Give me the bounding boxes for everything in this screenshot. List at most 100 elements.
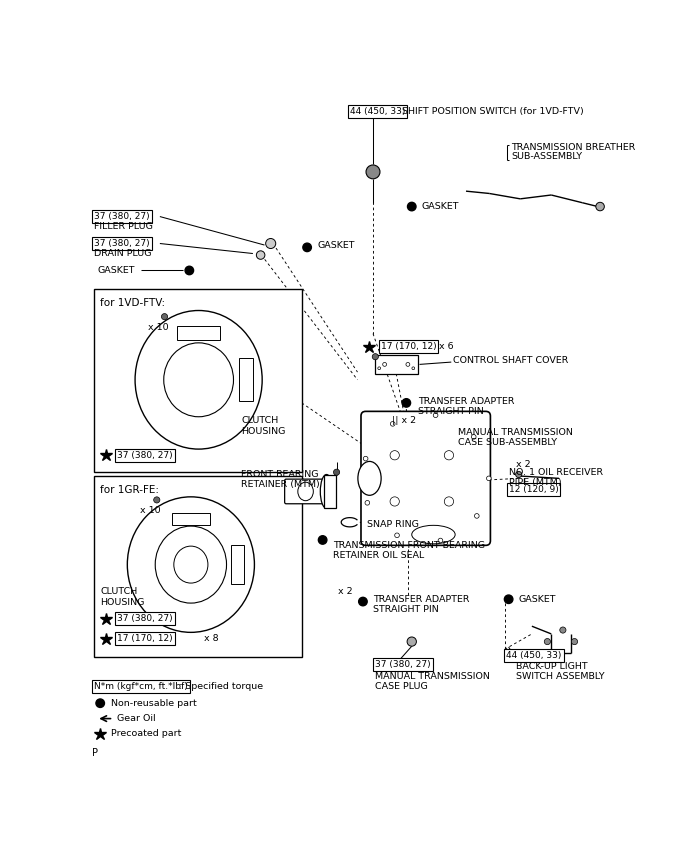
Ellipse shape bbox=[174, 546, 208, 583]
Ellipse shape bbox=[135, 310, 262, 449]
Text: GASKET: GASKET bbox=[519, 595, 556, 604]
Text: x 10: x 10 bbox=[148, 323, 169, 332]
Ellipse shape bbox=[471, 434, 476, 439]
Text: CLUTCH
HOUSING: CLUTCH HOUSING bbox=[100, 587, 145, 607]
Circle shape bbox=[402, 398, 411, 407]
Ellipse shape bbox=[486, 476, 491, 481]
Text: x 10: x 10 bbox=[141, 506, 161, 516]
Text: GASKET: GASKET bbox=[98, 266, 135, 275]
Ellipse shape bbox=[128, 497, 255, 633]
Bar bbox=[231, 545, 244, 584]
Text: P: P bbox=[92, 748, 99, 758]
Text: Gear Oil: Gear Oil bbox=[117, 714, 156, 723]
Text: Precoated part: Precoated part bbox=[111, 729, 181, 739]
Ellipse shape bbox=[155, 526, 226, 603]
Bar bbox=[375, 355, 418, 374]
Ellipse shape bbox=[390, 451, 400, 460]
Bar bbox=[177, 326, 220, 339]
Text: DRAIN PLUG: DRAIN PLUG bbox=[94, 249, 152, 258]
Text: x 2: x 2 bbox=[338, 587, 353, 596]
Circle shape bbox=[359, 598, 367, 606]
Text: x 6: x 6 bbox=[439, 342, 453, 351]
Ellipse shape bbox=[365, 500, 370, 505]
Text: TRANSMISSION BREATHER: TRANSMISSION BREATHER bbox=[511, 143, 635, 151]
Ellipse shape bbox=[433, 413, 438, 417]
Text: SWITCH ASSEMBLY: SWITCH ASSEMBLY bbox=[516, 672, 605, 681]
Ellipse shape bbox=[372, 354, 378, 360]
Text: CASE PLUG: CASE PLUG bbox=[375, 681, 428, 691]
Bar bbox=[94, 289, 302, 472]
Text: FRONT BEARING: FRONT BEARING bbox=[241, 470, 319, 479]
Text: STRAIGHT PIN: STRAIGHT PIN bbox=[373, 604, 439, 614]
Ellipse shape bbox=[406, 363, 410, 366]
Ellipse shape bbox=[257, 251, 265, 259]
Ellipse shape bbox=[391, 422, 395, 426]
Text: RETAINER (MTM): RETAINER (MTM) bbox=[241, 480, 320, 489]
Bar bbox=[94, 476, 302, 657]
Text: PIPE (MTM): PIPE (MTM) bbox=[509, 478, 561, 486]
Ellipse shape bbox=[298, 482, 313, 501]
Text: SNAP RING: SNAP RING bbox=[367, 520, 419, 529]
Circle shape bbox=[185, 266, 194, 274]
Text: GASKET: GASKET bbox=[317, 240, 355, 250]
Text: STRAIGHT PIN: STRAIGHT PIN bbox=[418, 407, 484, 416]
Ellipse shape bbox=[383, 363, 386, 366]
Text: 12 (120, 9): 12 (120, 9) bbox=[509, 486, 558, 494]
Ellipse shape bbox=[154, 497, 160, 503]
Text: 37 (380, 27): 37 (380, 27) bbox=[117, 451, 173, 460]
FancyBboxPatch shape bbox=[285, 479, 328, 504]
Ellipse shape bbox=[444, 497, 453, 506]
Text: BACK-UP LIGHT: BACK-UP LIGHT bbox=[516, 662, 588, 670]
Ellipse shape bbox=[320, 475, 333, 509]
Text: for 1VD-FTV:: for 1VD-FTV: bbox=[100, 298, 166, 308]
Ellipse shape bbox=[358, 462, 381, 495]
Text: x 2: x 2 bbox=[516, 460, 531, 469]
Ellipse shape bbox=[560, 627, 566, 634]
Text: CASE SUB-ASSEMBLY: CASE SUB-ASSEMBLY bbox=[458, 439, 558, 447]
Ellipse shape bbox=[333, 469, 339, 475]
Ellipse shape bbox=[164, 343, 233, 416]
Ellipse shape bbox=[544, 639, 551, 645]
Ellipse shape bbox=[515, 471, 522, 478]
Text: MANUAL TRANSMISSION: MANUAL TRANSMISSION bbox=[375, 672, 490, 681]
Text: for 1GR-FE:: for 1GR-FE: bbox=[100, 485, 159, 495]
Ellipse shape bbox=[366, 165, 380, 179]
Text: TRANSFER ADAPTER: TRANSFER ADAPTER bbox=[373, 595, 469, 604]
Text: Non-reusable part: Non-reusable part bbox=[111, 699, 197, 708]
Ellipse shape bbox=[395, 533, 400, 538]
Text: : Specified torque: : Specified torque bbox=[179, 681, 264, 691]
Circle shape bbox=[318, 536, 327, 544]
Text: 44 (450, 33): 44 (450, 33) bbox=[350, 108, 405, 116]
Ellipse shape bbox=[412, 367, 415, 369]
Text: GASKET: GASKET bbox=[422, 202, 460, 211]
Ellipse shape bbox=[407, 637, 416, 646]
Text: TRANSFER ADAPTER: TRANSFER ADAPTER bbox=[418, 397, 515, 406]
FancyBboxPatch shape bbox=[361, 411, 491, 545]
Ellipse shape bbox=[378, 367, 381, 369]
Circle shape bbox=[303, 243, 311, 251]
Ellipse shape bbox=[266, 239, 276, 249]
Text: TRANSMISSION FRONT BEARING: TRANSMISSION FRONT BEARING bbox=[333, 541, 484, 550]
Ellipse shape bbox=[390, 497, 400, 506]
Text: 37 (380, 27): 37 (380, 27) bbox=[375, 660, 431, 669]
Ellipse shape bbox=[412, 525, 455, 544]
Text: 37 (380, 27): 37 (380, 27) bbox=[94, 212, 150, 221]
Ellipse shape bbox=[475, 514, 479, 518]
Text: CONTROL SHAFT COVER: CONTROL SHAFT COVER bbox=[453, 356, 568, 365]
Text: SHIFT POSITION SWITCH (for 1VD-FTV): SHIFT POSITION SWITCH (for 1VD-FTV) bbox=[402, 108, 584, 116]
Ellipse shape bbox=[571, 639, 578, 645]
Text: 37 (380, 27): 37 (380, 27) bbox=[94, 239, 150, 248]
Text: 17 (170, 12): 17 (170, 12) bbox=[381, 342, 436, 351]
Ellipse shape bbox=[161, 314, 168, 320]
Text: 37 (380, 27): 37 (380, 27) bbox=[117, 614, 173, 623]
Text: MANUAL TRANSMISSION: MANUAL TRANSMISSION bbox=[458, 428, 573, 437]
Ellipse shape bbox=[364, 457, 368, 461]
Text: NO. 1 OIL RECEIVER: NO. 1 OIL RECEIVER bbox=[509, 468, 603, 477]
Circle shape bbox=[408, 203, 416, 211]
Text: 44 (450, 33): 44 (450, 33) bbox=[506, 651, 562, 660]
Bar bbox=[239, 358, 253, 401]
Text: FILLER PLUG: FILLER PLUG bbox=[94, 222, 153, 231]
Ellipse shape bbox=[438, 538, 443, 543]
Text: 17 (170, 12): 17 (170, 12) bbox=[117, 634, 173, 643]
Text: x 8: x 8 bbox=[204, 634, 219, 643]
